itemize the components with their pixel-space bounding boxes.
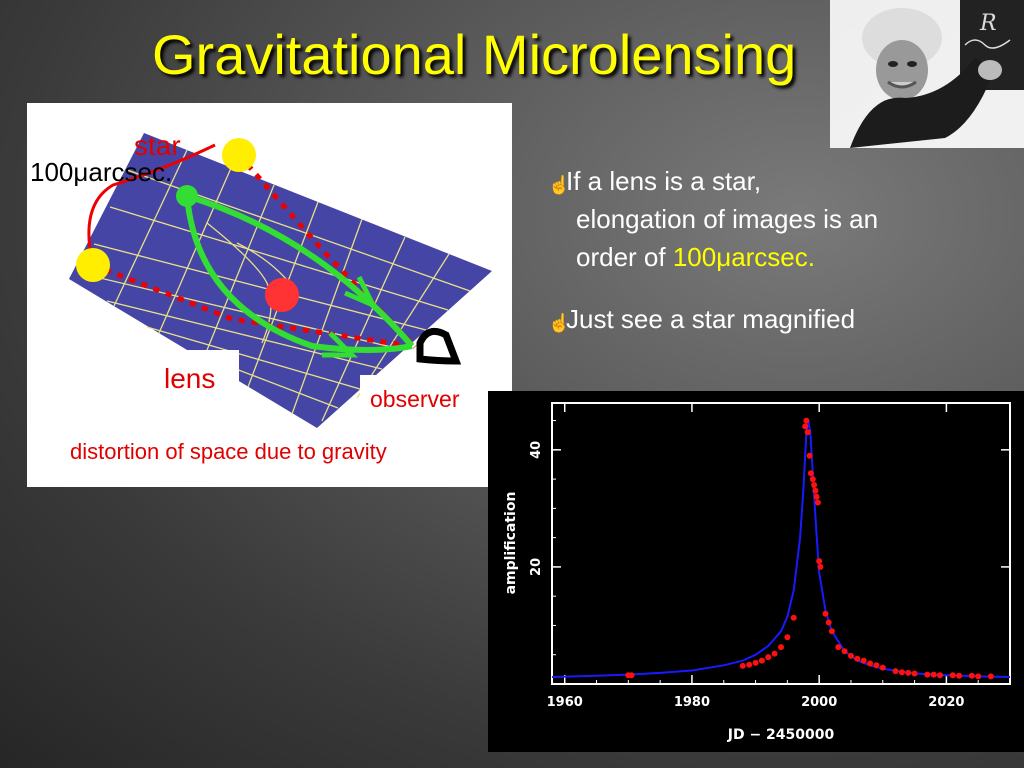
einstein-photo: R [830, 0, 1024, 148]
pointing-hand-icon: ☝ [548, 175, 571, 195]
angle-label: 100μarcsec. [30, 157, 172, 187]
lensing-diagram: star 100μarcsec. lens observer distortio… [27, 103, 512, 487]
plot-frame [551, 402, 1011, 685]
data-point [898, 669, 905, 676]
data-point [879, 664, 886, 671]
bullet-2: ☝ Just see a star magnified [548, 300, 878, 338]
data-point [758, 657, 765, 664]
star-label: star [134, 130, 181, 161]
bullet-1-line-3-pre: order of [576, 242, 673, 272]
diagram-caption: distortion of space due to gravity [70, 439, 387, 464]
data-point [822, 610, 829, 617]
data-point [811, 482, 818, 488]
bullet-1-line-2: elongation of images is an [576, 204, 879, 234]
lens-label: lens [164, 363, 215, 394]
data-point [802, 423, 809, 430]
chalk-text: R [979, 11, 997, 36]
data-point [828, 628, 835, 635]
x-tick-label: 2020 [928, 695, 964, 710]
data-point [814, 499, 821, 506]
data-point [825, 619, 832, 626]
data-point [813, 493, 820, 500]
data-point [816, 558, 823, 565]
y-tick-label: 20 [529, 558, 544, 576]
x-tick-label: 2000 [801, 695, 837, 710]
data-point [806, 452, 813, 459]
model-curve [551, 420, 1011, 678]
star-true [222, 138, 256, 172]
data-point [817, 563, 824, 570]
bullet-1-highlight: 100μarcsec [672, 242, 808, 272]
data-point [854, 655, 861, 662]
data-point [860, 657, 867, 664]
data-point [949, 672, 956, 679]
data-point [873, 662, 880, 669]
data-point [746, 661, 753, 668]
y-axis-label: amplification [503, 492, 519, 595]
data-point [778, 644, 784, 651]
data-point [930, 671, 937, 678]
data-point [803, 417, 810, 424]
data-point [835, 644, 842, 651]
data-point [956, 672, 963, 679]
x-tick-label: 1960 [547, 695, 583, 710]
apparent-star-image [176, 185, 198, 207]
apparent-path-upper [186, 193, 415, 348]
data-point [841, 648, 848, 655]
observer-label: observer [370, 386, 460, 412]
data-point [867, 660, 874, 667]
data-point [924, 671, 931, 678]
data-point [784, 634, 791, 641]
x-axis-label: JD − 2450000 [727, 727, 835, 743]
pointing-hand-icon: ☝ [548, 313, 571, 333]
bullet-list: ☝ If a lens is a star, elongation of ima… [548, 162, 878, 338]
lens-mass [265, 278, 299, 312]
data-point [937, 672, 943, 679]
data-point [911, 670, 918, 677]
data-point [905, 669, 912, 676]
data-point [975, 673, 982, 680]
bullet-1-line-3: order of 100μarcsec. [566, 238, 878, 276]
data-point [987, 673, 994, 680]
bullet-1-line-1: If a lens is a star, [566, 166, 762, 196]
data-point [807, 470, 814, 477]
light-path-upper [237, 153, 417, 349]
x-tick-label: 1980 [674, 695, 710, 710]
data-point [804, 429, 811, 436]
data-point [892, 668, 899, 675]
slide-title: Gravitational Microlensing [152, 23, 797, 86]
data-point [771, 650, 778, 657]
y-tick-label: 40 [529, 441, 544, 459]
bullet-1-line-3-post: . [807, 242, 816, 272]
data-point [765, 654, 772, 661]
data-point [790, 614, 797, 621]
data-point [752, 659, 759, 666]
data-point [812, 487, 819, 494]
apparent-path-lower [184, 195, 413, 353]
data-point [848, 652, 854, 659]
bullet-2-text: Just see a star magnified [566, 304, 856, 334]
grid-lines [78, 149, 471, 422]
angle-arc [87, 143, 216, 266]
data-point [739, 662, 746, 669]
data-point [809, 476, 816, 483]
observer-eye-icon [416, 327, 462, 365]
light-path-lower [92, 262, 418, 350]
data-point [968, 672, 975, 679]
data-point [628, 672, 635, 679]
bullet-1: ☝ If a lens is a star, elongation of ima… [548, 162, 878, 276]
star-image [76, 248, 110, 282]
